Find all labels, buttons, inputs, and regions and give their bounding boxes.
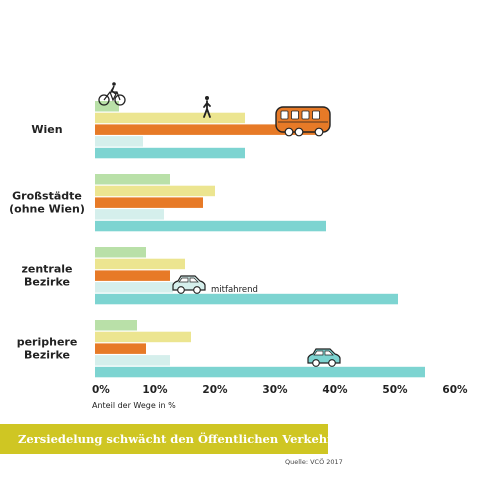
x-tick-label: 20% bbox=[202, 384, 228, 396]
category-label: Großstädte (ohne Wien) bbox=[9, 190, 85, 216]
bar bbox=[95, 331, 191, 343]
bar bbox=[95, 147, 245, 159]
headline-banner: Zersiedelung schwächt den Öffentlichen V… bbox=[0, 424, 333, 454]
headline-text: Zersiedelung schwächt den Öffentlichen V… bbox=[18, 432, 334, 446]
bicycle-icon bbox=[98, 82, 126, 106]
bar bbox=[95, 366, 425, 378]
source-note: Quelle: VCÖ 2017 bbox=[285, 458, 343, 466]
bar bbox=[95, 124, 317, 135]
bar bbox=[95, 258, 185, 270]
x-tick-label: 30% bbox=[262, 384, 288, 396]
category-label: zentrale Bezirke bbox=[21, 263, 72, 289]
bar-chart: Wien Großstädte (ohne Wien) zentrale Bezirke… bbox=[9, 82, 468, 410]
x-tick-label: 0% bbox=[92, 384, 110, 396]
bar bbox=[95, 174, 170, 185]
category-label: Wien bbox=[31, 123, 62, 136]
x-tick-label: 10% bbox=[142, 384, 168, 396]
bar bbox=[95, 270, 170, 281]
car-icon bbox=[172, 275, 206, 294]
bar bbox=[95, 101, 119, 112]
bus-icon bbox=[275, 106, 331, 137]
bar bbox=[95, 247, 146, 258]
bar bbox=[95, 136, 143, 147]
x-tick-label: 60% bbox=[442, 384, 468, 396]
x-tick-label: 50% bbox=[382, 384, 408, 396]
bar bbox=[95, 355, 170, 366]
bar bbox=[95, 343, 146, 354]
bar bbox=[95, 209, 164, 220]
bar bbox=[95, 185, 215, 197]
bar bbox=[95, 320, 137, 331]
bar bbox=[95, 293, 398, 305]
x-axis-title: Anteil der Wege in % bbox=[92, 401, 176, 410]
car-icon bbox=[307, 348, 341, 367]
category-label: periphere Bezirke bbox=[17, 336, 78, 362]
series-label-mitfahrend: mitfahrend bbox=[211, 285, 258, 295]
pedestrian-icon bbox=[203, 96, 211, 118]
bar bbox=[95, 197, 203, 208]
bar bbox=[95, 112, 245, 124]
bar bbox=[95, 282, 173, 293]
bar bbox=[95, 220, 326, 232]
x-tick-label: 40% bbox=[322, 384, 348, 396]
